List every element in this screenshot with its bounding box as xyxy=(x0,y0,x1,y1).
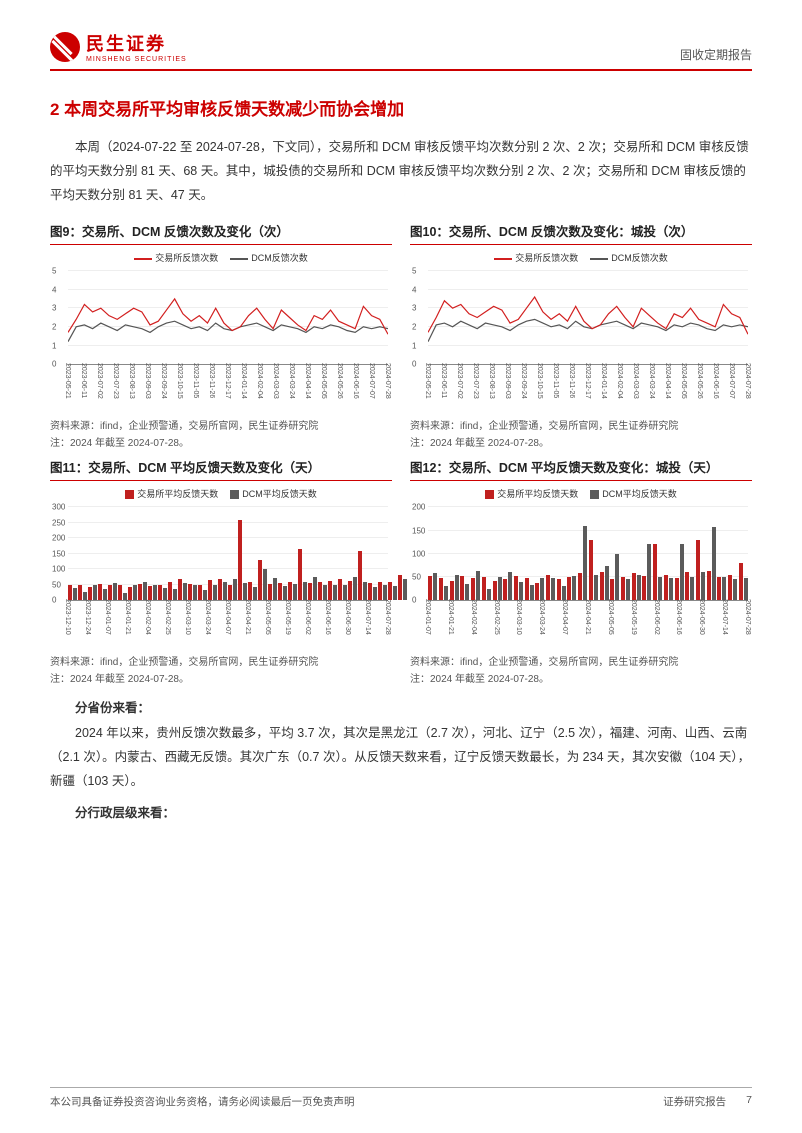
chart-12: 图12：交易所、DCM 平均反馈天数及变化：城投（天） 交易所平均反馈天数DCM… xyxy=(410,457,752,687)
paragraph-2: 2024 年以来，贵州反馈次数最多，平均 3.7 次，其次是黑龙江（2.7 次）… xyxy=(50,722,752,793)
section-title: 2 本周交易所平均审核反馈天数减少而协会增加 xyxy=(50,95,752,120)
plot-area: 0501001502002503002023-12-102023-12-2420… xyxy=(68,507,388,601)
footer-report-type: 证券研究报告 xyxy=(663,1094,726,1109)
chart-9-plot: 交易所反馈次数DCM反馈次数 0123452023-05-212023-06-11… xyxy=(50,247,392,417)
chart-9-title: 图9：交易所、DCM 反馈次数及变化（次） xyxy=(50,221,392,245)
plot-area: 0123452023-05-212023-06-112023-07-022023… xyxy=(428,271,748,365)
chart-10-plot: 交易所反馈次数DCM反馈次数 0123452023-05-212023-06-11… xyxy=(410,247,752,417)
page-header: 民生证券 MINSHENG SECURITIES 固收定期报告 xyxy=(50,30,752,71)
chart-11-plot: 交易所平均反馈天数DCM平均反馈天数 0501001502002503002023… xyxy=(50,483,392,653)
plot-area: 0501001502002024-01-072024-01-212024-02-… xyxy=(428,507,748,601)
chart-12-plot: 交易所平均反馈天数DCM平均反馈天数 0501001502002024-01-07… xyxy=(410,483,752,653)
chart-legend: 交易所反馈次数DCM反馈次数 xyxy=(50,247,392,264)
chart-10-title: 图10：交易所、DCM 反馈次数及变化：城投（次） xyxy=(410,221,752,245)
chart-10-note: 注：2024 年截至 2024-07-28。 xyxy=(410,436,752,451)
chart-12-source: 资料来源：ifind，企业预警通，交易所官网，民生证券研究院 xyxy=(410,655,752,670)
chart-10-source: 资料来源：ifind，企业预警通，交易所官网，民生证券研究院 xyxy=(410,419,752,434)
paragraph-1: 本周（2024-07-22 至 2024-07-28，下文同），交易所和 DCM… xyxy=(50,136,752,207)
doc-type-label: 固收定期报告 xyxy=(680,46,752,63)
chart-11-title: 图11：交易所、DCM 平均反馈天数及变化（天） xyxy=(50,457,392,481)
company-logo-icon xyxy=(50,32,80,62)
footer-page-number: 7 xyxy=(746,1094,752,1109)
subhead-province: 分省份来看： xyxy=(50,697,752,716)
company-name: 民生证券 MINSHENG SECURITIES xyxy=(86,30,187,63)
chart-11-note: 注：2024 年截至 2024-07-28。 xyxy=(50,672,392,687)
chart-9-source: 资料来源：ifind，企业预警通，交易所官网，民生证券研究院 xyxy=(50,419,392,434)
page-footer: 本公司具备证券投资咨询业务资格，请务必阅读最后一页免责声明 证券研究报告 7 xyxy=(50,1087,752,1109)
chart-legend: 交易所反馈次数DCM反馈次数 xyxy=(410,247,752,264)
chart-legend: 交易所平均反馈天数DCM平均反馈天数 xyxy=(410,483,752,500)
company-name-cn: 民生证券 xyxy=(86,30,187,56)
chart-11: 图11：交易所、DCM 平均反馈天数及变化（天） 交易所平均反馈天数DCM平均反… xyxy=(50,457,392,687)
chart-grid: 图9：交易所、DCM 反馈次数及变化（次） 交易所反馈次数DCM反馈次数 0123… xyxy=(50,221,752,687)
chart-12-note: 注：2024 年截至 2024-07-28。 xyxy=(410,672,752,687)
chart-11-source: 资料来源：ifind，企业预警通，交易所官网，民生证券研究院 xyxy=(50,655,392,670)
chart-10: 图10：交易所、DCM 反馈次数及变化：城投（次） 交易所反馈次数DCM反馈次数… xyxy=(410,221,752,451)
footer-disclaimer: 本公司具备证券投资咨询业务资格，请务必阅读最后一页免责声明 xyxy=(50,1094,355,1109)
chart-9-note: 注：2024 年截至 2024-07-28。 xyxy=(50,436,392,451)
logo-block: 民生证券 MINSHENG SECURITIES xyxy=(50,30,187,63)
company-name-en: MINSHENG SECURITIES xyxy=(86,56,187,63)
plot-area: 0123452023-05-212023-06-112023-07-022023… xyxy=(68,271,388,365)
chart-9: 图9：交易所、DCM 反馈次数及变化（次） 交易所反馈次数DCM反馈次数 0123… xyxy=(50,221,392,451)
subhead-admin-level: 分行政层级来看： xyxy=(50,802,752,821)
chart-12-title: 图12：交易所、DCM 平均反馈天数及变化：城投（天） xyxy=(410,457,752,481)
chart-legend: 交易所平均反馈天数DCM平均反馈天数 xyxy=(50,483,392,500)
